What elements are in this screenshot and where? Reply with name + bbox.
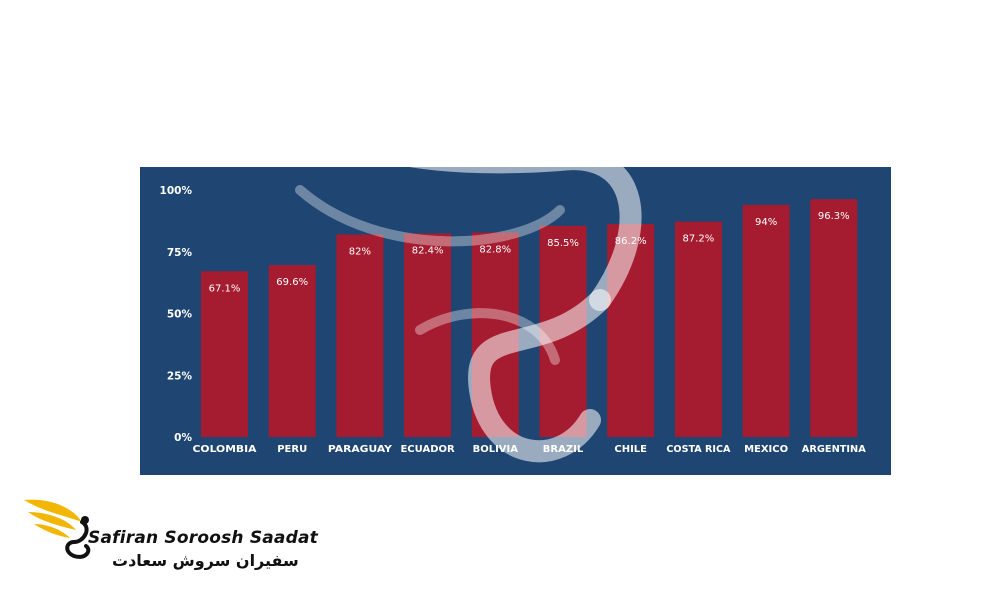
bar-brazil bbox=[539, 225, 587, 437]
bar-colombia bbox=[201, 271, 248, 437]
bar-mexico bbox=[742, 204, 790, 437]
x-tick-label: CHILE bbox=[614, 444, 647, 455]
x-tick-label: BOLIVIA bbox=[473, 444, 519, 455]
bar-value-label: 87.2% bbox=[683, 234, 715, 245]
x-tick-label: ECUADOR bbox=[400, 444, 455, 455]
bar-value-label: 69.6% bbox=[276, 277, 308, 288]
bar-ecuador bbox=[404, 233, 452, 437]
bar-peru bbox=[268, 265, 316, 437]
y-tick-label: 100% bbox=[160, 185, 193, 197]
bar-costa-rica bbox=[674, 221, 722, 437]
bar-value-label: 86.2% bbox=[615, 236, 647, 247]
x-tick-label: PERU bbox=[277, 444, 307, 455]
bar-paraguay bbox=[336, 234, 384, 437]
brand-name-en: Safiran Soroosh Saadat bbox=[88, 528, 318, 548]
bar-value-label: 82.8% bbox=[479, 244, 511, 255]
wing-logo-icon bbox=[24, 499, 91, 559]
bar-chile bbox=[607, 224, 655, 437]
y-tick-label: 75% bbox=[167, 247, 193, 259]
bars: 67.1% 69.6% 82% 82.4% 82.8% 85.5% 86.2% 87.2% 94… bbox=[201, 199, 858, 437]
x-tick-label: BRAZIL bbox=[543, 444, 584, 455]
bar-value-label: 94% bbox=[755, 217, 777, 228]
x-tick-label: ARGENTINA bbox=[802, 444, 866, 455]
bar-value-label: 82.4% bbox=[412, 245, 444, 256]
bar-bolivia bbox=[471, 232, 519, 437]
chart-panel: 0% 25% 50% 75% 100% 67.1% 69.6% 82% 82.4% 82.8% 8… bbox=[140, 167, 891, 475]
x-tick-label: MEXICO bbox=[744, 444, 788, 455]
bar-value-label: 96.3% bbox=[818, 211, 850, 222]
x-tick-label: COLOMBIA bbox=[193, 444, 257, 455]
y-tick-label: 50% bbox=[167, 309, 193, 321]
bar-value-label: 82% bbox=[349, 246, 371, 257]
bar-chart: 0% 25% 50% 75% 100% 67.1% 69.6% 82% 82.4% 82.8% 8… bbox=[160, 185, 867, 455]
y-tick-label: 25% bbox=[167, 370, 193, 382]
x-tick-label: COSTA RICA bbox=[666, 444, 730, 455]
bar-argentina bbox=[810, 199, 858, 437]
x-tick-label: PARAGUAY bbox=[328, 444, 393, 455]
bar-value-label: 67.1% bbox=[209, 283, 241, 294]
x-axis: COLOMBIA PERU PARAGUAY ECUADOR BOLIVIA BRAZIL… bbox=[193, 444, 867, 455]
brand-name-fa: سفیران سروش سعادت bbox=[112, 551, 299, 570]
brand-logo: Safiran Soroosh Saadat سفیران سروش سعادت bbox=[22, 494, 318, 576]
y-tick-label: 0% bbox=[174, 432, 192, 444]
y-axis: 0% 25% 50% 75% 100% bbox=[160, 185, 193, 444]
bar-value-label: 85.5% bbox=[547, 238, 579, 249]
